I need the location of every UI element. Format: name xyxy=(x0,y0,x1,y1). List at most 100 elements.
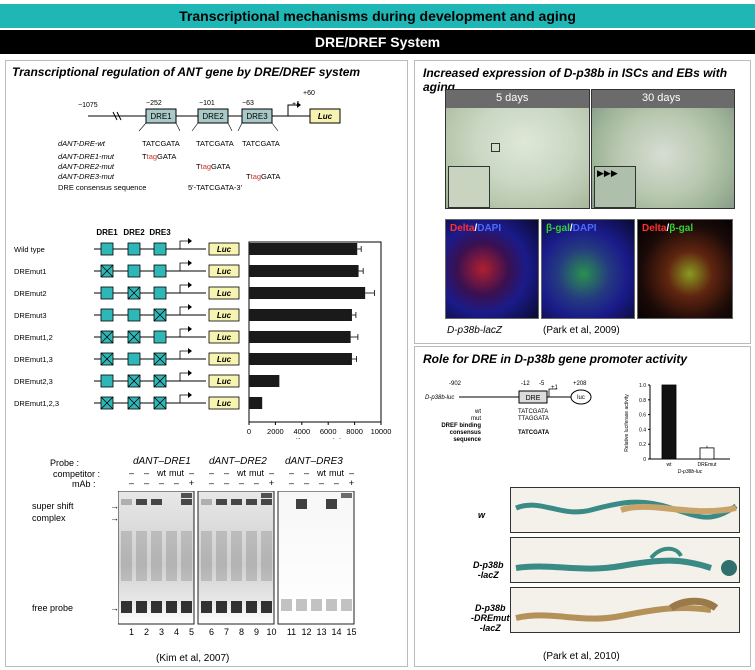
competitor-cell: mut xyxy=(329,468,345,478)
x-tick-label: 4000 xyxy=(293,427,310,436)
dre-mut-cross-b xyxy=(127,330,141,344)
competitor-cell: – xyxy=(188,468,194,478)
mab-cell: – xyxy=(158,478,164,488)
gel-band xyxy=(201,531,212,581)
left-panel-title: Transcriptional regulation of ANT gene b… xyxy=(12,65,361,79)
dre-box xyxy=(127,242,141,256)
lane-number: 2 xyxy=(143,627,149,637)
gel-band xyxy=(341,599,352,611)
dre-mut-cross-b xyxy=(100,264,114,278)
gel-mab-label: mAb : xyxy=(72,479,96,489)
lane-number: 8 xyxy=(238,627,244,637)
gel-band xyxy=(201,499,212,505)
luc-box xyxy=(208,242,240,256)
gel-band xyxy=(151,601,162,613)
fluor-delta-dapi: Delta/DAPI xyxy=(445,219,539,319)
bar xyxy=(249,353,352,365)
dre2-box xyxy=(197,108,229,124)
small-y-tick-label: 0.4 xyxy=(639,427,646,433)
bar xyxy=(249,243,358,255)
dre-mut-cross-b xyxy=(100,330,114,344)
pos-63: −63 xyxy=(242,100,254,107)
construct-label: DREmut2,3 xyxy=(14,377,53,386)
age-label-30-days: 30 days xyxy=(642,92,681,104)
mab-cell: – xyxy=(208,478,214,488)
luc-label: Luc xyxy=(217,355,232,364)
dre-mut-cross-b xyxy=(127,396,141,410)
mab-cell: + xyxy=(268,478,275,488)
tss-arrowhead xyxy=(188,282,192,288)
gel-band xyxy=(166,531,177,581)
luc-box xyxy=(208,352,240,366)
luc-label: Luc xyxy=(217,333,232,342)
gel-band xyxy=(216,499,227,505)
gel-free-probe-label: free probe xyxy=(32,603,74,613)
gel-competitor-label: competitor : xyxy=(53,469,101,479)
gel-complex-label: complex xyxy=(32,513,66,523)
competitor-cell: wt xyxy=(237,468,246,478)
pos-252: −252 xyxy=(146,100,162,107)
mab-cell: – xyxy=(318,478,324,488)
gel-band xyxy=(261,601,272,613)
gel-band xyxy=(151,531,162,581)
tss-arrow xyxy=(179,394,190,403)
gel-probe-dre3: dANT–DRE3 xyxy=(285,456,343,467)
x-tick-label: 0 xyxy=(247,427,251,436)
stain-delta-2: Delta xyxy=(642,223,667,234)
header-title: Transcriptional mechanisms during develo… xyxy=(0,4,755,28)
luc-box xyxy=(208,330,240,344)
tss-arrowhead xyxy=(188,326,192,332)
gel-complex-arrow: → xyxy=(110,513,119,523)
mab-cell: – xyxy=(128,478,134,488)
bar xyxy=(249,397,263,409)
gut-image-w xyxy=(510,487,740,533)
dp38b-label-wt: wt xyxy=(474,409,481,415)
age-label-5-days: 5 days xyxy=(496,92,529,104)
x-axis-label: Luciferase activity xyxy=(282,437,348,439)
mab-cell: – xyxy=(143,478,149,488)
gel-band xyxy=(136,499,147,505)
gel-band xyxy=(231,531,242,581)
tss-arrowhead xyxy=(188,370,192,376)
gel-band xyxy=(231,499,242,505)
dp38b-label-dref: DREF binding xyxy=(441,423,481,429)
small-y-tick-label: 0.6 xyxy=(639,413,646,419)
right-bottom-panel: Role for DRE in D-p38b gene promoter act… xyxy=(414,346,751,667)
small-bar xyxy=(661,384,677,460)
tss-arrowhead xyxy=(188,392,192,398)
luc-box xyxy=(208,374,240,388)
gel-band xyxy=(166,601,177,613)
small-x-tick-label: DREmut xyxy=(698,462,718,468)
gut-label-lacz: D-p38b -lacZ xyxy=(473,560,504,580)
small-y-tick-label: 1.0 xyxy=(639,383,646,389)
mab-cell: – xyxy=(253,478,259,488)
bar xyxy=(249,331,351,343)
lane-number: 6 xyxy=(208,627,214,637)
competitor-cell: wt xyxy=(317,468,326,478)
dre-mut-cross-b xyxy=(153,396,167,410)
genotype-label: D-p38b-lacZ xyxy=(447,325,503,336)
gel-probe-dre1: dANT–DRE1 xyxy=(133,456,191,467)
x-tick-label: 10000 xyxy=(371,427,392,436)
stain-bgal-1: β-gal xyxy=(546,223,570,234)
gel-band xyxy=(136,531,147,581)
dp38b-pos-902: -902 xyxy=(449,381,462,387)
promoter-row-mut3: dANT-DRE3-mut xyxy=(58,172,114,181)
bar xyxy=(249,309,352,321)
luc-box xyxy=(208,396,240,410)
reporter-header-dre1: DRE1 xyxy=(96,228,118,237)
mab-cell: + xyxy=(188,478,195,488)
dp38b-promoter-diagram: -902 -12 -5 +1 +208 D-p38b-luc DRE luc w… xyxy=(425,381,592,443)
dre-box xyxy=(100,286,114,300)
gel-band xyxy=(121,499,132,505)
stain-dapi-1: DAPI xyxy=(477,223,502,234)
dp38b-seq-consensus: TATCGATA xyxy=(518,430,550,436)
lane-number: 11 xyxy=(286,627,297,637)
tss-arrow xyxy=(179,240,190,249)
gel-probe-dre2: dANT–DRE2 xyxy=(209,456,267,467)
consensus-label: DRE consensus sequence xyxy=(58,183,147,192)
construct-label: DREmut3 xyxy=(14,311,47,320)
right-top-citation: (Park et al, 2009) xyxy=(543,325,620,336)
gel-band xyxy=(181,601,192,613)
luc-box xyxy=(208,308,240,322)
